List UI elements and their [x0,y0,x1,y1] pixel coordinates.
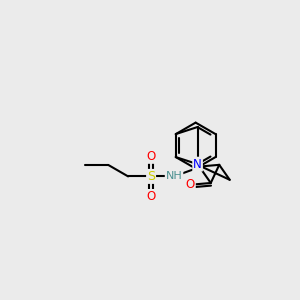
Text: O: O [146,150,156,163]
Text: S: S [147,170,155,183]
Text: O: O [186,178,195,191]
Text: NH: NH [166,171,182,182]
Text: O: O [146,190,156,203]
Text: N: N [193,158,202,171]
